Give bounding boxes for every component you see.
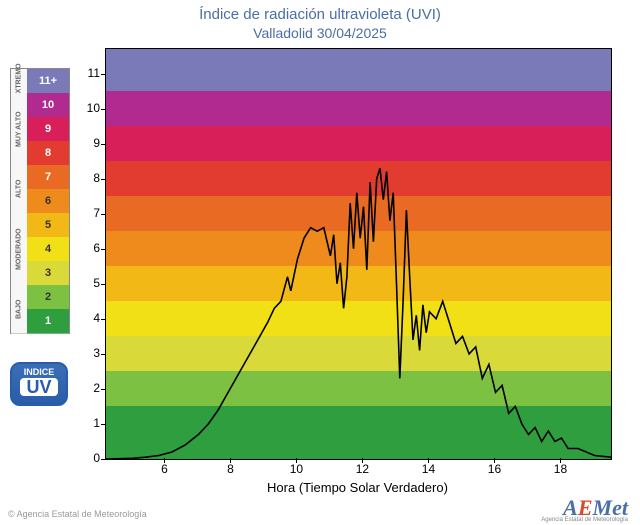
y-tick-label: 1	[93, 416, 100, 430]
y-tick-label: 4	[93, 311, 100, 325]
y-tick-label: 2	[93, 381, 100, 395]
x-tick-label: 8	[227, 462, 234, 476]
y-tick-label: 3	[93, 346, 100, 360]
x-tick-mark	[362, 458, 363, 463]
y-tick-label: 9	[93, 136, 100, 150]
plot-area	[105, 48, 612, 460]
chart-title: Índice de radiación ultravioleta (UVI)	[0, 0, 640, 23]
chart-area: Hora (Tiempo Solar Verdadero) 0123456789…	[105, 48, 610, 458]
legend-category: MUY ALTO	[11, 93, 27, 166]
legend-swatch: 4	[27, 237, 69, 262]
legend-category: BAJO	[11, 285, 27, 334]
y-tick-label: 8	[93, 171, 100, 185]
legend-category: ALTO	[11, 165, 27, 214]
x-tick-label: 18	[554, 462, 567, 476]
legend-category: EXTREMO	[11, 69, 27, 94]
y-tick-label: 10	[87, 101, 100, 115]
x-tick-label: 14	[422, 462, 435, 476]
x-tick-mark	[164, 458, 165, 463]
aemet-logo-subtitle: Agencia Estatal de Meteorología	[541, 517, 628, 523]
legend-swatch: 9	[27, 117, 69, 142]
y-tick-label: 6	[93, 241, 100, 255]
y-tick-mark	[101, 459, 106, 460]
x-axis-label: Hora (Tiempo Solar Verdadero)	[105, 480, 610, 495]
y-tick-label: 11	[88, 66, 100, 80]
legend-swatch: 8	[27, 141, 69, 166]
x-tick-mark	[560, 458, 561, 463]
x-tick-label: 10	[290, 462, 303, 476]
x-tick-mark	[296, 458, 297, 463]
legend-swatch: 5	[27, 213, 69, 238]
x-tick-mark	[494, 458, 495, 463]
legend-swatch: 1	[27, 309, 69, 334]
chart-subtitle: Valladolid 30/04/2025	[0, 25, 640, 41]
y-tick-label: 0	[93, 451, 100, 465]
x-tick-label: 6	[161, 462, 168, 476]
x-tick-label: 16	[488, 462, 501, 476]
indice-uv-badge: INDICE UV	[10, 362, 68, 406]
indice-label: INDICE	[12, 367, 66, 377]
copyright-text: © Agencia Estatal de Meteorología	[8, 509, 147, 519]
indice-uv-text: UV	[20, 378, 57, 396]
y-tick-label: 7	[93, 206, 100, 220]
x-tick-mark	[230, 458, 231, 463]
legend-swatch: 2	[27, 285, 69, 310]
legend-swatch: 11+	[27, 69, 69, 94]
legend-swatch: 3	[27, 261, 69, 286]
legend-swatch: 6	[27, 189, 69, 214]
legend-swatch: 7	[27, 165, 69, 190]
x-tick-mark	[428, 458, 429, 463]
legend-swatch: 10	[27, 93, 69, 118]
x-tick-label: 12	[356, 462, 369, 476]
legend-category: MODERADO	[11, 213, 27, 286]
y-tick-label: 5	[93, 276, 100, 290]
uvi-line	[106, 49, 611, 459]
uv-scale-legend: EXTREMOMUY ALTOALTOMODERADOBAJO 11+109876…	[10, 68, 70, 334]
